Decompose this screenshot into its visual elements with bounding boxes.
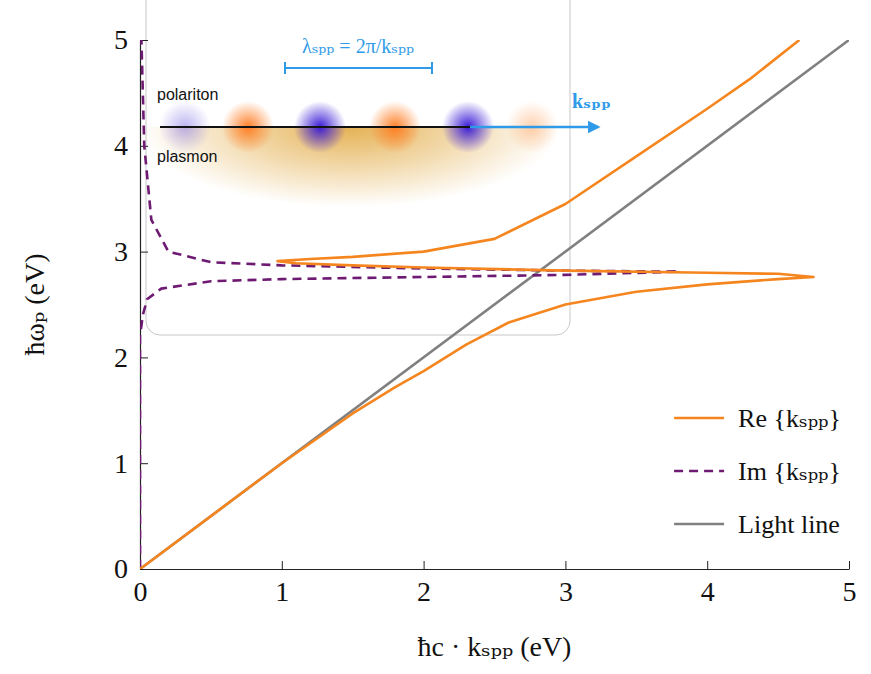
x-tick: 2 [417, 561, 431, 607]
bracket-end [431, 62, 433, 74]
plot-area [140, 40, 849, 569]
series-line [140, 40, 849, 569]
y-tick: 0 [114, 553, 148, 584]
legend-entry: Im {kₛₚₚ} [674, 457, 841, 486]
polariton-label: polariton [157, 86, 218, 103]
x-tick: 4 [701, 561, 715, 607]
y-tick-label: 0 [114, 553, 128, 584]
x-tick-mark [707, 561, 708, 569]
x-tick-label: 1 [275, 576, 289, 607]
x-axis: 0 1 2 3 4 5 [134, 561, 857, 607]
series-line [140, 40, 679, 569]
y-axis: 0 1 2 3 4 5 [114, 24, 148, 584]
x-tick-label: 2 [417, 576, 431, 607]
legend-entry: Light line [674, 510, 840, 539]
legend-label: Light line [738, 510, 840, 539]
y-tick-label: 2 [114, 342, 128, 373]
bracket-bar [285, 67, 432, 69]
x-tick-label: 5 [843, 576, 857, 607]
series-line [140, 40, 814, 569]
legend-swatch [674, 470, 724, 473]
y-tick-label: 3 [114, 236, 128, 267]
x-tick-label: 4 [701, 576, 715, 607]
y-tick: 4 [114, 130, 148, 161]
wavelength-label: λₛₚₚ = 2π/kₛₚₚ [302, 35, 414, 57]
x-axis-line [141, 569, 850, 570]
x-tick-mark [424, 561, 425, 569]
x-tick-mark [849, 561, 850, 569]
legend-label: Re {kₛₚₚ} [738, 404, 841, 433]
y-tick: 2 [114, 342, 148, 373]
interface-line [160, 126, 470, 128]
legend: Re {kₛₚₚ} Im {kₛₚₚ} Light line [674, 404, 841, 539]
y-tick: 1 [114, 448, 148, 479]
y-tick: 3 [114, 236, 148, 267]
k-label: kₛₚₚ [572, 90, 611, 112]
x-tick: 5 [843, 561, 857, 607]
y-tick-label: 4 [114, 130, 128, 161]
x-tick: 3 [559, 561, 573, 607]
y-tick-mark [140, 252, 148, 253]
x-tick-mark [565, 561, 566, 569]
wavelength-bracket [285, 62, 432, 74]
x-tick-label: 0 [134, 576, 148, 607]
legend-swatch [674, 523, 724, 526]
k-arrow [470, 126, 598, 129]
plasmon-label: plasmon [157, 148, 217, 165]
x-tick-label: 3 [559, 576, 573, 607]
bracket-end [284, 62, 286, 74]
legend-label: Im {kₛₚₚ} [738, 457, 841, 486]
chart: polariton plasmon λₛₚₚ = 2π/kₛₚₚ kₛₚₚ 0 1 2 3 4 5… [0, 0, 871, 674]
x-tick-mark [282, 561, 283, 569]
legend-swatch [674, 417, 724, 420]
y-tick-label: 5 [114, 24, 128, 55]
inset [140, 0, 598, 335]
y-tick-mark [140, 569, 148, 570]
y-tick-label: 1 [114, 448, 128, 479]
legend-entry: Re {kₛₚₚ} [674, 404, 841, 433]
y-axis-title: ħωₚ (eV) [19, 254, 50, 356]
plasmon-cloud [140, 127, 560, 207]
x-tick: 1 [275, 561, 289, 607]
x-axis-title: ħc · kₛₚₚ (eV) [418, 631, 572, 662]
